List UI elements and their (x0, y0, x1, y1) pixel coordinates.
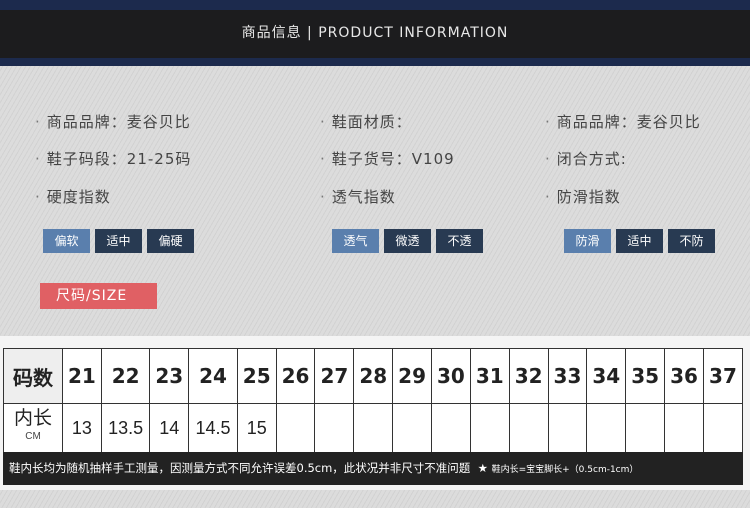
index-tag: 适中 (616, 229, 663, 253)
info-item: · 透气指数 (320, 186, 396, 207)
bullet: · (545, 150, 551, 168)
index-tag: 防滑 (564, 229, 611, 253)
info-text: 闭合方式: (556, 150, 627, 168)
size-cell: 31 (469, 348, 510, 404)
info-item: · 商品品牌：麦谷贝比 (545, 111, 701, 132)
info-item: · 商品品牌：麦谷贝比 (35, 111, 191, 132)
index-tag: 偏硬 (147, 229, 194, 253)
size-cell: 28 (353, 348, 394, 404)
info-text: 防滑指数 (556, 188, 621, 206)
bullet: · (35, 188, 41, 206)
length-cell (314, 403, 355, 453)
length-cell: 14 (149, 403, 190, 453)
tag-group: 偏软 适中 偏硬 (43, 229, 194, 253)
bullet: · (545, 188, 551, 206)
measurement-note: 鞋内长均为随机抽样手工测量，因测量方式不同允许误差0.5cm，此状况并非尺寸不准… (3, 452, 743, 485)
info-text: 鞋子货号：V109 (331, 150, 455, 168)
size-button[interactable]: 尺码/SIZE (40, 283, 157, 309)
unit-label: CM (25, 431, 41, 442)
length-cell: 13 (62, 403, 102, 453)
star-icon: ★ (477, 461, 488, 475)
length-row-label: 内长 CM (3, 403, 63, 453)
size-cell: 35 (625, 348, 666, 404)
info-item: · 鞋子码段：21-25码 (35, 148, 191, 169)
info-item: · 防滑指数 (545, 186, 621, 207)
index-tag: 不防 (668, 229, 715, 253)
length-cell (702, 403, 744, 453)
length-cell (275, 403, 316, 453)
info-text: 商品品牌：麦谷贝比 (556, 113, 701, 131)
bullet: · (545, 113, 551, 131)
length-cell (353, 403, 394, 453)
info-text: 鞋面材质： (331, 113, 412, 131)
size-cell: 34 (586, 348, 627, 404)
index-tag: 不透 (436, 229, 483, 253)
size-cell: 33 (547, 348, 588, 404)
size-cell: 27 (314, 348, 355, 404)
tag-group: 透气 微透 不透 (332, 229, 483, 253)
size-cell: 29 (392, 348, 432, 404)
length-cell: 13.5 (100, 403, 151, 453)
bullet: · (35, 113, 41, 131)
index-tag: 偏软 (43, 229, 90, 253)
tag-group: 防滑 适中 不防 (564, 229, 715, 253)
bullet: · (35, 150, 41, 168)
length-cell (586, 403, 627, 453)
info-item: · 鞋子货号：V109 (320, 148, 455, 169)
size-cell: 22 (100, 348, 151, 404)
length-cell (664, 403, 704, 453)
size-cell: 23 (149, 348, 190, 404)
size-cell: 37 (702, 348, 744, 404)
bullet: · (320, 188, 326, 206)
info-text: 硬度指数 (46, 188, 111, 206)
length-cell (469, 403, 510, 453)
length-cell (547, 403, 588, 453)
size-cell: 24 (188, 348, 238, 404)
size-cell: 30 (431, 348, 471, 404)
size-table: 码数 21 22 23 24 25 26 27 28 29 30 31 32 33 34 35 36 37 内长 C… (3, 348, 744, 453)
bullet: · (320, 150, 326, 168)
length-cell: 14.5 (188, 403, 238, 453)
index-tag: 适中 (95, 229, 142, 253)
index-tag: 微透 (384, 229, 431, 253)
info-text: 鞋子码段：21-25码 (46, 150, 192, 168)
size-cell: 21 (62, 348, 102, 404)
length-cell: 15 (236, 403, 277, 453)
size-cell: 25 (236, 348, 277, 404)
length-cell (431, 403, 471, 453)
size-cell: 36 (664, 348, 704, 404)
size-cell: 26 (275, 348, 316, 404)
info-item: · 鞋面材质： (320, 111, 412, 132)
bullet: · (320, 113, 326, 131)
size-cell: 32 (508, 348, 549, 404)
index-tag: 透气 (332, 229, 379, 253)
length-cell (508, 403, 549, 453)
formula-text: 鞋内长=宝宝脚长+（0.5cm-1cm） (491, 465, 639, 475)
size-row-label: 码数 (3, 348, 63, 404)
info-item: · 硬度指数 (35, 186, 111, 207)
length-cell (625, 403, 666, 453)
length-cell (392, 403, 432, 453)
note-text: 鞋内长均为随机抽样手工测量，因测量方式不同允许误差0.5cm，此状况并非尺寸不准… (9, 461, 471, 475)
section-header: 商品信息 | PRODUCT INFORMATION (0, 10, 750, 58)
length-label: 内长 (13, 408, 52, 429)
info-text: 透气指数 (331, 188, 396, 206)
info-text: 商品品牌：麦谷贝比 (46, 113, 191, 131)
info-item: · 闭合方式: (545, 148, 627, 169)
